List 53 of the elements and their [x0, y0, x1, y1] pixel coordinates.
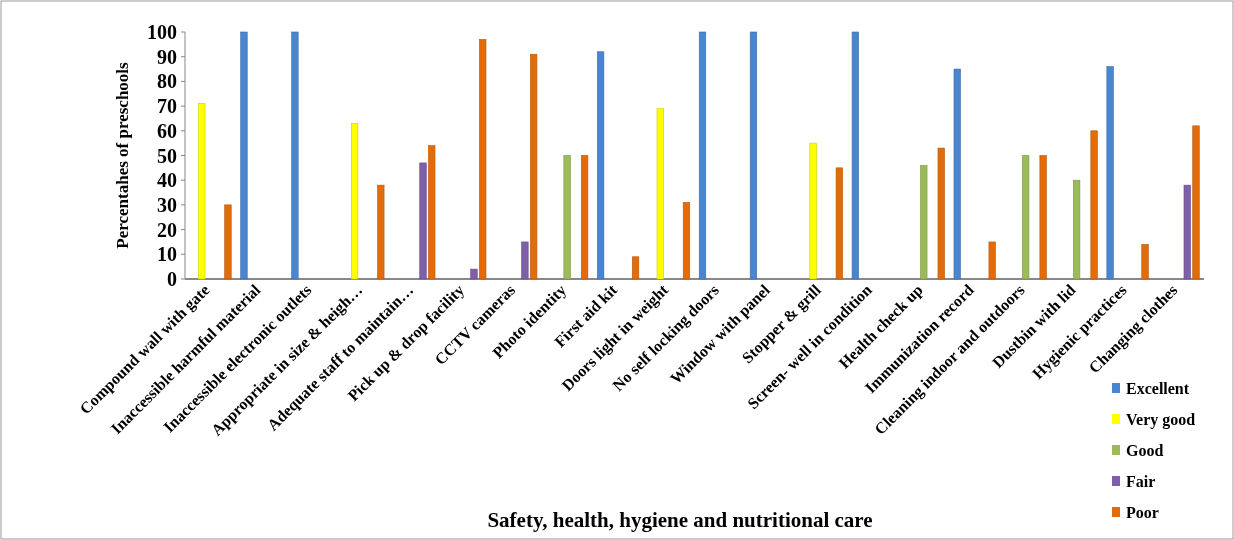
- bar: [631, 256, 640, 280]
- bar: [1192, 125, 1200, 280]
- y-tick-label: 30: [157, 193, 177, 216]
- bar: [656, 108, 664, 280]
- bar: [597, 51, 605, 280]
- y-tick-label: 60: [157, 119, 177, 142]
- bar: [1090, 130, 1098, 280]
- legend-label: Poor: [1126, 503, 1159, 521]
- bar: [479, 39, 487, 280]
- bar: [920, 165, 928, 280]
- bar: [240, 31, 248, 280]
- bar: [953, 68, 961, 280]
- y-axis-title: Percentahes of preschools: [113, 61, 132, 249]
- bar: [1073, 179, 1081, 280]
- bar: [581, 155, 589, 280]
- bar: [1039, 155, 1047, 280]
- bar: [937, 147, 945, 280]
- bar: [1141, 244, 1149, 280]
- bar: [419, 162, 427, 280]
- x-axis-title: Safety, health, hygiene and nutritional care: [487, 508, 873, 532]
- bar: [1106, 66, 1114, 280]
- bar: [835, 167, 843, 280]
- bar: [291, 31, 299, 280]
- legend-label: Excellent: [1126, 379, 1190, 397]
- legend-label: Fair: [1126, 472, 1156, 490]
- bar: [809, 142, 817, 280]
- bar: [988, 241, 996, 280]
- bar: [851, 31, 859, 280]
- bar: [1183, 184, 1191, 280]
- bar: [1022, 155, 1030, 280]
- y-tick-label: 20: [157, 218, 177, 241]
- bar: [698, 31, 707, 280]
- legend-label: Very good: [1126, 410, 1196, 429]
- bar: [428, 145, 436, 280]
- bar: [682, 202, 691, 280]
- y-tick-label: 50: [157, 144, 177, 167]
- y-tick-label: 100: [147, 21, 177, 43]
- bar: [521, 241, 529, 280]
- bar: [224, 204, 232, 280]
- legend-label: Good: [1126, 441, 1164, 459]
- bar: [530, 53, 538, 280]
- y-tick-label: 0: [167, 268, 177, 290]
- y-tick-label: 80: [157, 70, 177, 93]
- y-tick-label: 90: [157, 45, 177, 68]
- y-tick-label: 70: [157, 95, 177, 118]
- bar: [351, 123, 359, 280]
- bar: [377, 184, 385, 280]
- bar: [563, 155, 571, 280]
- bar: [749, 31, 758, 280]
- y-tick-label: 10: [157, 243, 177, 266]
- bar: [198, 103, 206, 280]
- y-tick-label: 40: [157, 169, 177, 192]
- bar: [470, 268, 478, 280]
